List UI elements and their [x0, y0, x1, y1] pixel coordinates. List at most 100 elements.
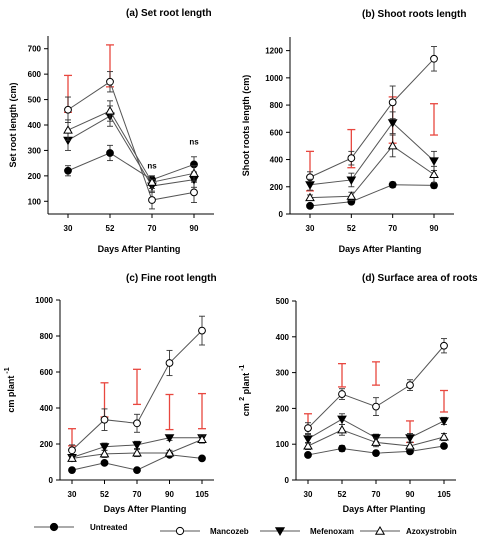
data-point	[440, 442, 448, 450]
data-point	[371, 437, 381, 446]
series-azoxystrobin	[303, 424, 449, 451]
data-point	[388, 98, 397, 107]
chart-panel-d: (d) Surface area of roots 0 100 200 300 400 50…	[239, 273, 478, 514]
y-axis-label-part: cm plant	[6, 376, 16, 413]
series-mancozeb	[68, 315, 206, 457]
data-point	[338, 444, 346, 453]
y-tick-label: 1000	[35, 296, 53, 305]
data-point	[439, 417, 449, 426]
series-azoxystrobin	[67, 434, 207, 462]
legend-item-mancozeb: Mancozeb	[160, 526, 249, 536]
data-point	[405, 440, 415, 450]
y-axis-label-part: cm	[241, 401, 251, 417]
data-point	[303, 435, 313, 444]
y-tick-label: 300	[276, 369, 290, 378]
y-axis-label: Set root length (cm)	[8, 82, 18, 167]
data-point	[64, 105, 72, 114]
x-axis-label: Days After Planting	[104, 504, 187, 514]
y-axis-label-part: plant	[241, 373, 251, 397]
y-tick-label: 700	[28, 45, 42, 54]
x-tick-label: 52	[106, 224, 115, 233]
chart-title: (c) Fine root length	[126, 273, 217, 284]
data-point	[68, 466, 76, 475]
x-tick-label: 30	[304, 490, 313, 499]
data-point	[440, 341, 448, 350]
data-point	[337, 424, 347, 434]
data-point	[197, 434, 207, 443]
data-point	[67, 453, 77, 462]
series-line	[309, 145, 435, 199]
y-tick-label: 200	[276, 404, 290, 413]
chart-title: (a) Set root length	[126, 8, 212, 19]
series-mancozeb	[304, 338, 448, 434]
y-tick-label: 200	[28, 172, 42, 181]
series-azoxystrobin	[305, 134, 439, 202]
x-tick-label: 70	[133, 490, 142, 499]
legend-item-azoxystrobin: Azoxystrobin	[360, 526, 457, 536]
lsd-bar	[68, 428, 76, 447]
y-tick-label: 800	[270, 101, 284, 110]
data-point	[63, 125, 73, 134]
y-axis-label-superscript: -1	[239, 365, 246, 373]
y-tick-label: 600	[28, 70, 42, 79]
data-point	[304, 424, 312, 432]
x-tick-label: 105	[437, 490, 451, 499]
x-axis-label: Days After Planting	[339, 244, 422, 254]
data-point	[306, 201, 314, 210]
data-point	[99, 443, 110, 452]
y-tick-label: 300	[28, 146, 42, 155]
annotation-ns: ns	[147, 162, 157, 171]
y-tick-label: 0	[279, 210, 284, 219]
annotation-ns: ns	[189, 138, 199, 147]
x-tick-label: 52	[347, 224, 356, 233]
data-point	[133, 419, 141, 428]
legend-label: Mancozeb	[210, 527, 249, 536]
data-point	[164, 434, 175, 443]
lsd-bar	[372, 361, 380, 386]
data-point	[387, 140, 398, 150]
y-tick-label: 100	[276, 440, 290, 449]
data-point	[100, 459, 109, 467]
lsd-bar	[133, 368, 141, 406]
series-line	[309, 184, 435, 207]
data-point	[406, 381, 414, 390]
data-point	[429, 169, 439, 179]
legend: Untreated Mancozeb Mefenoxam Azoxystrobi…	[34, 522, 457, 536]
data-point	[305, 181, 315, 190]
data-point	[388, 180, 397, 189]
data-point	[346, 191, 357, 200]
data-point	[105, 106, 115, 115]
y-tick-label: 0	[49, 476, 54, 485]
x-axis-label: Days After Planting	[343, 504, 426, 514]
series-untreated	[304, 442, 448, 459]
y-tick-label: 100	[28, 197, 42, 206]
lsd-bar	[338, 362, 346, 388]
data-point	[304, 451, 312, 459]
data-point	[99, 448, 110, 458]
x-tick-label: 90	[406, 490, 415, 499]
x-tick-label: 30	[64, 224, 73, 233]
data-point	[405, 434, 415, 443]
y-axis-label: cm plant -1	[4, 367, 16, 412]
data-point	[165, 359, 174, 367]
data-point	[68, 446, 76, 455]
series-mancozeb	[64, 71, 198, 210]
legend-label: Azoxystrobin	[406, 527, 457, 536]
data-point	[387, 119, 398, 128]
y-axis-label: Shoot roots length (cm)	[241, 75, 251, 177]
x-tick-label: 105	[195, 490, 209, 499]
data-point	[133, 466, 141, 475]
y-tick-label: 0	[285, 476, 290, 485]
series-line	[309, 58, 435, 178]
series-azoxystrobin	[63, 100, 199, 190]
x-axis-label: Days After Planting	[98, 244, 181, 254]
y-tick-label: 400	[270, 156, 284, 165]
data-point	[64, 166, 72, 175]
data-point	[430, 54, 438, 63]
data-point	[100, 415, 109, 424]
data-point	[164, 447, 175, 457]
data-point	[132, 441, 142, 450]
x-tick-label: 90	[165, 490, 174, 499]
series-mancozeb	[306, 46, 438, 184]
